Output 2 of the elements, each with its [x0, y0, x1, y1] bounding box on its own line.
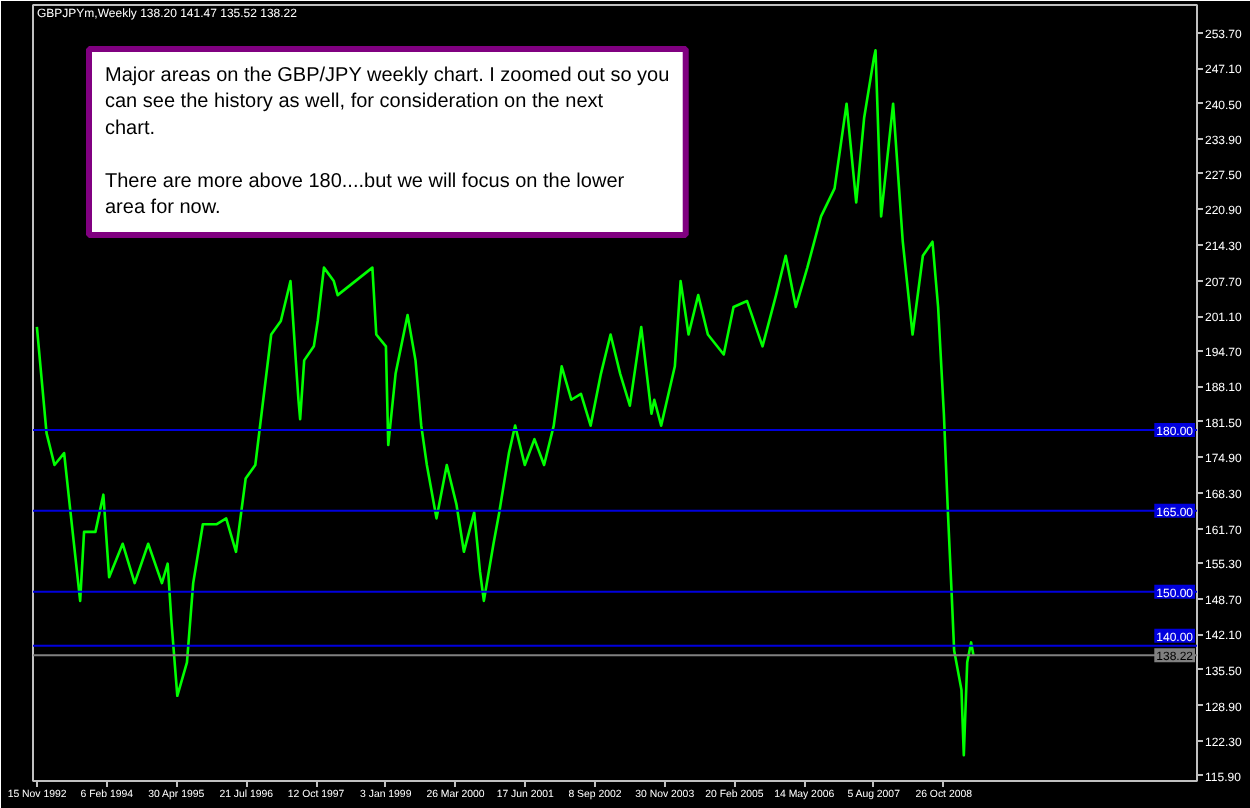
line-series — [35, 49, 975, 757]
text: Major areas on the GBP/JPY weekly chart. I zoomed out so you can see the history as well, for consideration on the next chart. There are more above 180....but we will focus on the lower area for now. — [105, 65, 670, 219]
